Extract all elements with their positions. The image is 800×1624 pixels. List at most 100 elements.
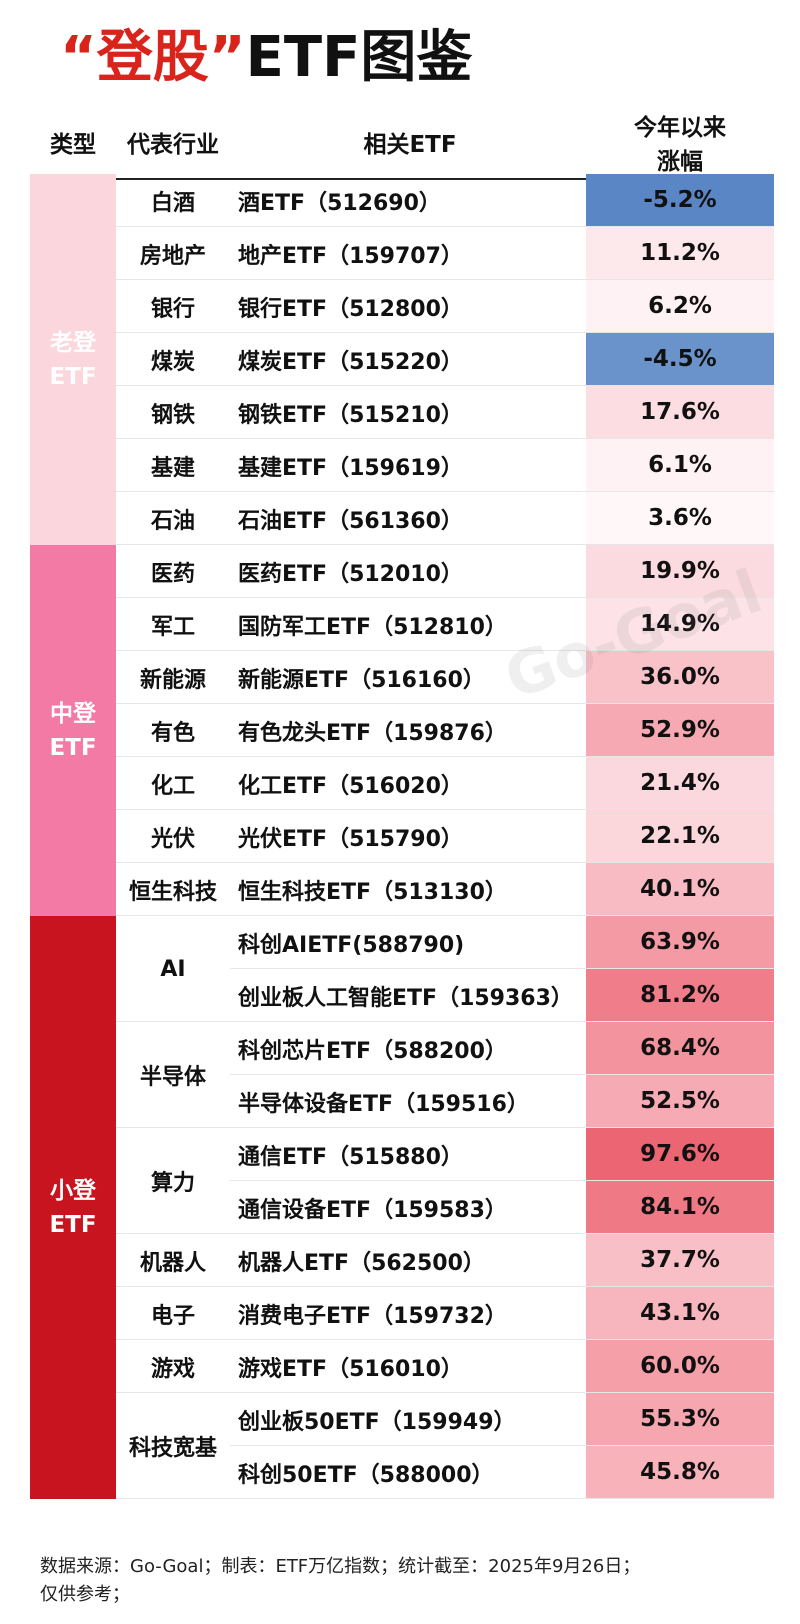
group-label-line1: 中登 [50, 700, 96, 727]
title-quoted: “登股” [60, 25, 246, 90]
group-label-line2: ETF [49, 734, 97, 761]
header-divider [30, 178, 774, 180]
etf-cell: 恒生科技ETF（513130） [238, 879, 507, 905]
ytd-cell: 40.1% [586, 863, 774, 915]
table-row: 电子 消费电子ETF（159732） 43.1% [116, 1287, 774, 1340]
row-divider [116, 809, 774, 810]
table-row: 军工 国防军工ETF（512810） 14.9% [116, 598, 774, 651]
industry-cell: 机器人 [139, 1250, 206, 1276]
table-row: 游戏 游戏ETF（516010） 60.0% [116, 1340, 774, 1393]
header-ytd-line1: 今年以来 [634, 115, 726, 141]
industry-cell: 电子 [150, 1303, 195, 1329]
etf-cell: 医药ETF（512010） [238, 561, 463, 587]
table-row: 科创50ETF（588000） 45.8% [116, 1446, 774, 1499]
etf-cell: 科创芯片ETF（588200） [238, 1038, 507, 1064]
etf-cell: 基建ETF（159619） [238, 455, 463, 481]
row-divider [230, 1074, 774, 1075]
row-divider [116, 650, 774, 651]
row-divider [116, 385, 774, 386]
row-divider [116, 703, 774, 704]
group-label-line2: ETF [49, 363, 97, 390]
row-divider [116, 544, 774, 545]
row-divider [116, 226, 774, 227]
ytd-cell: 36.0% [586, 651, 774, 703]
ytd-cell: 17.6% [586, 386, 774, 438]
header-ytd-line2: 涨幅 [657, 149, 703, 175]
row-divider [116, 1286, 774, 1287]
page-title: “登股”ETF图鉴 [60, 18, 760, 98]
industry-cell: 恒生科技 [128, 879, 217, 905]
etf-cell: 新能源ETF（516160） [238, 667, 485, 693]
industry-cell: 白酒 [150, 190, 195, 216]
industry-cell: 军工 [150, 614, 195, 640]
ytd-cell: 68.4% [586, 1022, 774, 1074]
ytd-cell: 63.9% [586, 916, 774, 968]
group-type-cell: 老登 ETF [30, 174, 116, 545]
ytd-cell: 11.2% [586, 227, 774, 279]
table-row: 科创AIETF(588790) 63.9% [116, 916, 774, 969]
ytd-cell: -4.5% [586, 333, 774, 385]
ytd-cell: 6.1% [586, 439, 774, 491]
ytd-cell: 45.8% [586, 1446, 774, 1498]
ytd-cell: 52.5% [586, 1075, 774, 1127]
industry-cell: 新能源 [139, 667, 206, 693]
etf-cell: 通信ETF（515880） [238, 1144, 463, 1170]
table-row: 石油 石油ETF（561360） 3.6% [116, 492, 774, 545]
group-label-line1: 老登 [50, 329, 96, 356]
row-divider [116, 438, 774, 439]
group-label-line2: ETF [49, 1211, 97, 1238]
group-label-line1: 小登 [50, 1177, 96, 1204]
table-row: 半导体设备ETF（159516） 52.5% [116, 1075, 774, 1128]
industry-cell: 基建 [150, 455, 195, 481]
table-row: 有色 有色龙头ETF（159876） 52.9% [116, 704, 774, 757]
ytd-cell: 37.7% [586, 1234, 774, 1286]
row-divider [230, 968, 774, 969]
etf-cell: 创业板人工智能ETF（159363） [238, 985, 573, 1011]
industry-cell: 房地产 [139, 243, 206, 269]
ytd-cell: 3.6% [586, 492, 774, 544]
table-row: 光伏 光伏ETF（515790） 22.1% [116, 810, 774, 863]
industry-cell: 游戏 [150, 1356, 195, 1382]
industry-cell: AI [160, 956, 186, 982]
ytd-cell: -5.2% [586, 174, 774, 226]
row-divider [116, 1339, 774, 1340]
ytd-cell: 52.9% [586, 704, 774, 756]
table-row: 煤炭 煤炭ETF（515220） -4.5% [116, 333, 774, 386]
row-divider [230, 1445, 774, 1446]
row-divider [116, 1233, 774, 1234]
table-row: 创业板50ETF（159949） 55.3% [116, 1393, 774, 1446]
etf-cell: 机器人ETF（562500） [238, 1250, 485, 1276]
table-row: 白酒 酒ETF（512690） -5.2% [116, 174, 774, 227]
etf-cell: 消费电子ETF（159732） [238, 1303, 507, 1329]
etf-cell: 钢铁ETF（515210） [238, 402, 463, 428]
row-divider [116, 756, 774, 757]
etf-cell: 国防军工ETF（512810） [238, 614, 507, 640]
etf-cell: 有色龙头ETF（159876） [238, 720, 507, 746]
industry-cell: 石油 [150, 508, 195, 534]
row-divider [116, 915, 774, 916]
industry-cell: 光伏 [150, 826, 195, 852]
ytd-cell: 21.4% [586, 757, 774, 809]
row-divider [116, 279, 774, 280]
header-etf: 相关ETF [363, 132, 457, 158]
row-divider [116, 597, 774, 598]
row-divider [116, 1392, 774, 1393]
table-row: 科创芯片ETF（588200） 68.4% [116, 1022, 774, 1075]
row-divider [230, 1180, 774, 1181]
industry-cell: 科技宽基 [128, 1436, 217, 1461]
ytd-cell: 84.1% [586, 1181, 774, 1233]
table-row: 通信设备ETF（159583） 84.1% [116, 1181, 774, 1234]
table-row: 通信ETF（515880） 97.6% [116, 1128, 774, 1181]
etf-cell: 游戏ETF（516010） [238, 1356, 463, 1382]
etf-cell: 石油ETF（561360） [238, 508, 463, 534]
table-row: 新能源 新能源ETF（516160） 36.0% [116, 651, 774, 704]
ytd-cell: 97.6% [586, 1128, 774, 1180]
industry-cell: 钢铁 [150, 402, 195, 428]
row-divider [116, 1021, 774, 1022]
etf-cell: 光伏ETF（515790） [238, 826, 463, 852]
table-row: 钢铁 钢铁ETF（515210） 17.6% [116, 386, 774, 439]
ytd-cell: 14.9% [586, 598, 774, 650]
header-industry: 代表行业 [127, 132, 219, 158]
table-row: 银行 银行ETF（512800） 6.2% [116, 280, 774, 333]
table-row: 房地产 地产ETF（159707） 11.2% [116, 227, 774, 280]
